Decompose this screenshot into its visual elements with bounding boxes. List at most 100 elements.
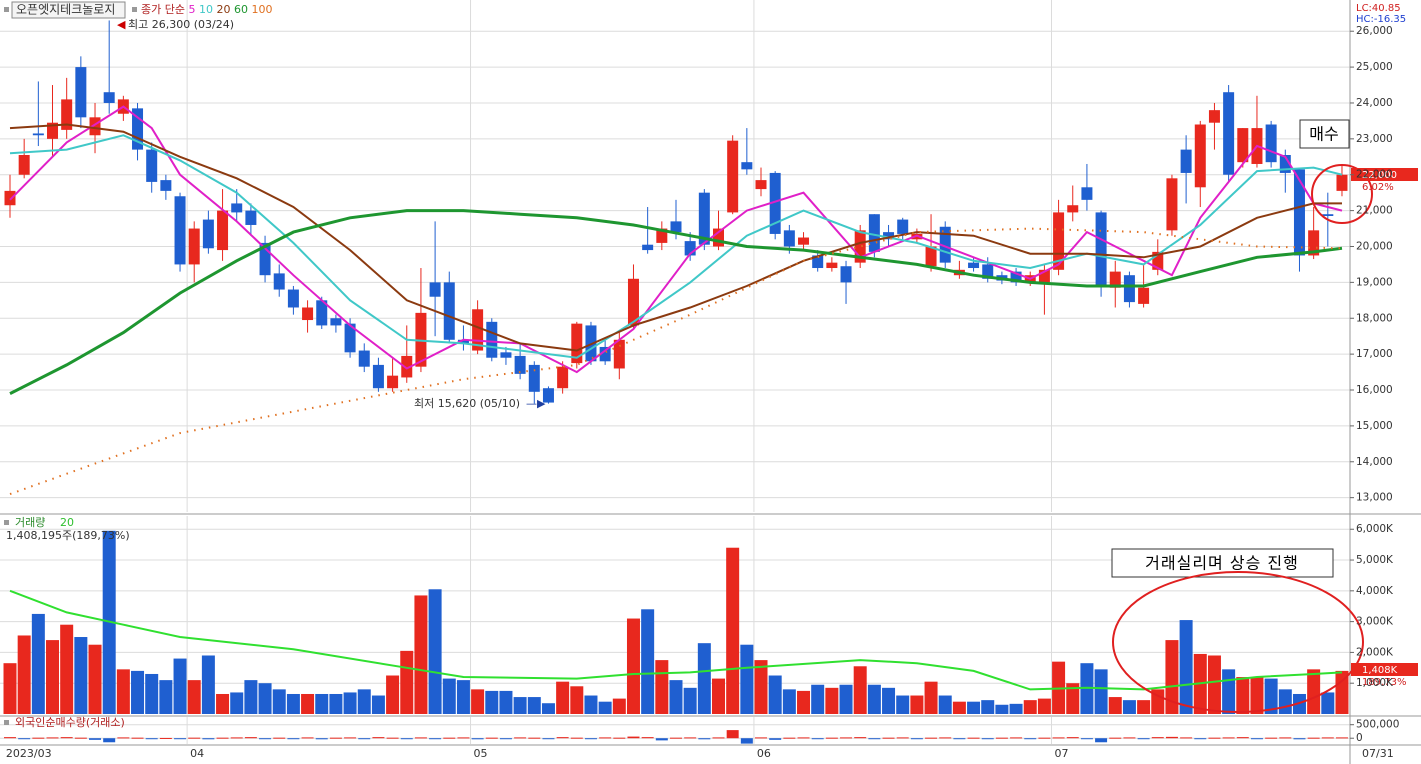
bar xyxy=(939,737,952,739)
marks xyxy=(3,20,1349,744)
bar xyxy=(527,697,541,714)
bar xyxy=(1122,700,1136,714)
bar xyxy=(896,737,909,739)
bar xyxy=(542,738,555,740)
candle-body xyxy=(755,180,767,190)
bar xyxy=(655,738,668,741)
bar xyxy=(358,738,371,740)
bar xyxy=(174,738,187,740)
volume-ma-legend: 20 xyxy=(60,516,74,529)
bar xyxy=(1109,737,1122,739)
legend-entry: 종가 단순 xyxy=(141,3,185,16)
candle-body xyxy=(401,355,413,378)
bar xyxy=(882,737,895,739)
volume-ratio: 189.73% xyxy=(1362,677,1407,688)
bar xyxy=(188,737,201,739)
bar xyxy=(981,738,994,740)
bar xyxy=(1208,737,1221,739)
candle-body xyxy=(1152,251,1164,270)
bar xyxy=(216,693,230,714)
bar xyxy=(1137,700,1151,714)
bar xyxy=(967,701,981,714)
candle-body xyxy=(146,149,158,182)
bar xyxy=(74,637,88,714)
bar xyxy=(910,695,924,714)
bar xyxy=(372,737,385,739)
bar xyxy=(428,589,442,714)
ma-line xyxy=(9,123,1342,352)
candle-body xyxy=(670,221,682,233)
bar xyxy=(1052,737,1065,739)
bar xyxy=(712,678,725,714)
bar xyxy=(1080,738,1093,740)
bar xyxy=(60,737,73,739)
bar xyxy=(471,738,484,740)
y-tick-label: 22,000 xyxy=(1356,169,1393,181)
bar xyxy=(46,640,60,714)
ma-line xyxy=(9,589,1343,691)
candle-body xyxy=(741,162,753,170)
candle-body xyxy=(1095,212,1107,286)
candle-body xyxy=(1053,212,1065,270)
legend-entry: 10 xyxy=(199,3,213,16)
bar xyxy=(1137,738,1150,740)
bar xyxy=(116,669,130,714)
candle-body xyxy=(231,203,243,213)
bar xyxy=(1108,697,1122,714)
candle-body xyxy=(358,350,370,367)
volume-title: 거래량 xyxy=(15,516,45,529)
bar xyxy=(485,690,499,714)
bar xyxy=(301,737,314,739)
candle-body xyxy=(89,117,101,136)
y-tick-label: 500,000 xyxy=(1356,719,1399,731)
bar xyxy=(626,618,640,714)
bar xyxy=(613,737,626,739)
annotation-box xyxy=(1299,119,1350,149)
bar xyxy=(556,681,570,714)
y-tick-label: 23,000 xyxy=(1356,133,1393,145)
bar xyxy=(344,737,357,739)
y-tick-label: 26,000 xyxy=(1356,25,1393,37)
bar xyxy=(1165,736,1178,739)
bar xyxy=(896,695,910,714)
bar xyxy=(400,650,414,714)
bar xyxy=(669,680,683,714)
candle-body xyxy=(613,339,625,369)
candle-body xyxy=(840,266,852,283)
bar xyxy=(868,738,881,740)
candle-body xyxy=(273,273,285,290)
x-tick-label: 07 xyxy=(1054,747,1068,760)
candle-body xyxy=(1308,230,1320,256)
bar xyxy=(456,680,470,714)
bar xyxy=(442,678,456,714)
candle-body xyxy=(1166,178,1178,231)
bar xyxy=(471,689,485,714)
candle-body xyxy=(188,228,200,265)
bar xyxy=(1066,683,1080,714)
x-tick-label: 2023/03 xyxy=(6,747,52,760)
bar xyxy=(726,547,740,714)
candle-body xyxy=(47,122,59,139)
bar xyxy=(811,684,825,714)
bar xyxy=(910,738,923,740)
annotation-box xyxy=(1111,548,1334,578)
y-tick-label: 18,000 xyxy=(1356,312,1393,324)
high-arrow: ◀ xyxy=(117,18,126,31)
candle-body xyxy=(1336,174,1348,191)
stock-title: 오픈엣지테크놀로지 xyxy=(16,3,115,17)
bar xyxy=(371,695,385,714)
high-label: 최고 26,300 (03/24) xyxy=(128,18,234,31)
bar xyxy=(1236,737,1249,739)
y-tick-label: 5,000K xyxy=(1356,554,1394,566)
bar xyxy=(655,660,669,714)
bar xyxy=(400,738,413,740)
candle-body xyxy=(316,300,328,326)
bar xyxy=(201,655,215,714)
bar xyxy=(1180,737,1193,739)
bar xyxy=(1321,692,1335,714)
candle-body xyxy=(75,67,87,118)
candle-body xyxy=(868,214,880,252)
ma-line xyxy=(9,209,1343,395)
bar xyxy=(244,737,257,739)
panel-icon xyxy=(4,7,9,12)
